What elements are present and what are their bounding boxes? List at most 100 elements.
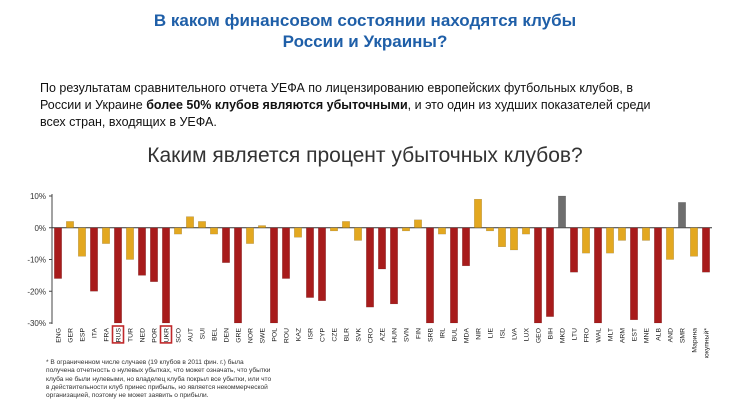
x-tick-label-46: MLT [608, 328, 615, 341]
footnote: * В ограниченном числе случаев (19 клубо… [46, 359, 346, 400]
x-tick-label-25: SVK [356, 328, 363, 342]
bar-GRE [234, 227, 242, 324]
bar-POL [270, 227, 278, 324]
bar-CZE [330, 227, 338, 232]
intro-line1: По результатам сравнительного отчета УЕФ… [40, 81, 634, 95]
x-tick-label-21: ISR [308, 328, 315, 339]
x-tick-label-20: KAZ [296, 328, 303, 341]
bar-LTU [570, 227, 578, 273]
bar-LUX [522, 227, 530, 235]
footnote-line2: получена отчетность о нулевых убытках, ч… [46, 367, 271, 375]
x-tick-label-27: AZE [380, 328, 387, 342]
bar-ROU [282, 227, 290, 279]
x-tick-label-16: NOR [248, 328, 255, 343]
footnote-line5: организацией, поэтому не может заявить о… [46, 392, 209, 400]
bar-UKR [162, 227, 170, 324]
x-tick-label-8: POR [152, 328, 159, 343]
x-tick-label-34: MDA [464, 328, 471, 344]
loss-making-clubs-chart: 10% 0% -10% -20% -30% ENG GER ESP ITA FRA RUS TUR NE… [27, 192, 712, 358]
highlight-box-UKR [159, 325, 173, 344]
bar-EST [630, 227, 638, 321]
bar-FRO [582, 227, 590, 254]
bar-KAZ [294, 227, 302, 238]
x-tick-label-37: ISL [500, 328, 507, 338]
bar-BEL [210, 227, 218, 235]
bar-NIR [474, 198, 482, 228]
x-tick-label-1: GER [68, 328, 75, 343]
bar-ESP [78, 227, 86, 257]
x-tick-label-28: HUN [392, 328, 399, 343]
x-tick-label-15: GRE [236, 328, 243, 343]
x-tick-label-32: IRL [440, 328, 447, 339]
intro-highlight: более 50% клубов являются убыточными [146, 98, 408, 112]
footnote-line1: * В ограниченном числе случаев (19 клубо… [46, 359, 244, 366]
bar-MLT [606, 227, 614, 254]
x-tick-label-4: FRA [104, 328, 111, 342]
bar-AND [666, 227, 674, 260]
bar-SRB [426, 227, 434, 324]
x-tick-label-13: BEL [212, 328, 219, 341]
x-tick-label-36: LIE [488, 328, 495, 339]
bar-SCO [174, 227, 182, 235]
slide-title-line2: России и Украины? [282, 32, 448, 51]
x-tick-label-11: AUT [188, 328, 195, 342]
bar-MKD [558, 195, 566, 228]
intro-line2-start: России и Украине [40, 98, 147, 112]
bar-NED [138, 227, 146, 276]
x-tick-label-51: AND [668, 328, 675, 342]
x-tick-label-38: LVA [512, 328, 519, 340]
intro-text: По результатам сравнительного отчета УЕФ… [40, 80, 710, 131]
x-tick-label-49: MNE [644, 328, 651, 344]
x-tick-label-48: EST [632, 328, 639, 341]
bar-ISL [498, 227, 506, 247]
bar-Совокупный* [702, 227, 710, 273]
x-tick-label-47: ARM [620, 328, 627, 343]
x-tick-label-12: SUI [200, 328, 207, 339]
x-tick-label-6: TUR [128, 328, 135, 342]
bar-SWE [258, 225, 266, 228]
x-tick-label-17: SWE [260, 328, 267, 344]
x-tick-label-31: SRB [428, 328, 435, 342]
x-tick-label-23: CZE [332, 328, 339, 342]
bar-LIE [486, 227, 494, 232]
bar-ISR [306, 227, 314, 298]
x-tick-label-42: MKD [560, 328, 567, 343]
bar-HUN [390, 227, 398, 305]
highlight-box-RUS [111, 325, 125, 344]
bar-FRA [102, 227, 110, 244]
x-tick-label-50: ALB [656, 328, 663, 341]
bar-ENG [54, 227, 62, 279]
y-tick-label: 0% [34, 224, 46, 233]
x-tick-label-39: LUX [524, 328, 531, 342]
y-tick-label: -20% [27, 287, 46, 296]
bar-NOR [246, 227, 254, 244]
intro-line2-end: , и это один из худших показателей среди [407, 98, 651, 112]
bar-IRL [438, 227, 446, 235]
x-tick-label-35: NIR [476, 328, 483, 340]
bar-ALB [654, 227, 662, 324]
bar-Марина [690, 227, 698, 257]
x-tick-label-19: ROU [284, 328, 291, 343]
bar-SMR [678, 202, 686, 228]
bar-BIH [546, 227, 554, 317]
x-tick-label-3: ITA [92, 328, 99, 339]
x-tick-label-33: BUL [452, 328, 459, 341]
x-tick-label-40: GEO [536, 328, 543, 343]
bar-DEN [222, 227, 230, 263]
x-tick-label-29: SVN [404, 328, 411, 342]
bar-GER [66, 221, 74, 228]
y-tick-label: -10% [27, 256, 46, 265]
x-tick-label-2: ESP [80, 328, 87, 342]
bar-FIN [414, 219, 422, 228]
bar-WAL [594, 227, 602, 324]
x-tick-label-0: ENG [56, 328, 63, 343]
bar-TUR [126, 227, 134, 260]
bar-AUT [186, 216, 194, 228]
slide-title: В каком финансовом состоянии находятся к… [0, 10, 730, 52]
slide-title-line1: В каком финансовом состоянии находятся к… [153, 11, 577, 30]
bar-CRO [366, 227, 374, 308]
x-tick-label-10: SCO [176, 328, 183, 343]
chart-title: Каким является процент убыточных клубов? [147, 144, 583, 167]
bar-AZE [378, 227, 386, 270]
x-tick-label-43: LTU [572, 328, 579, 340]
